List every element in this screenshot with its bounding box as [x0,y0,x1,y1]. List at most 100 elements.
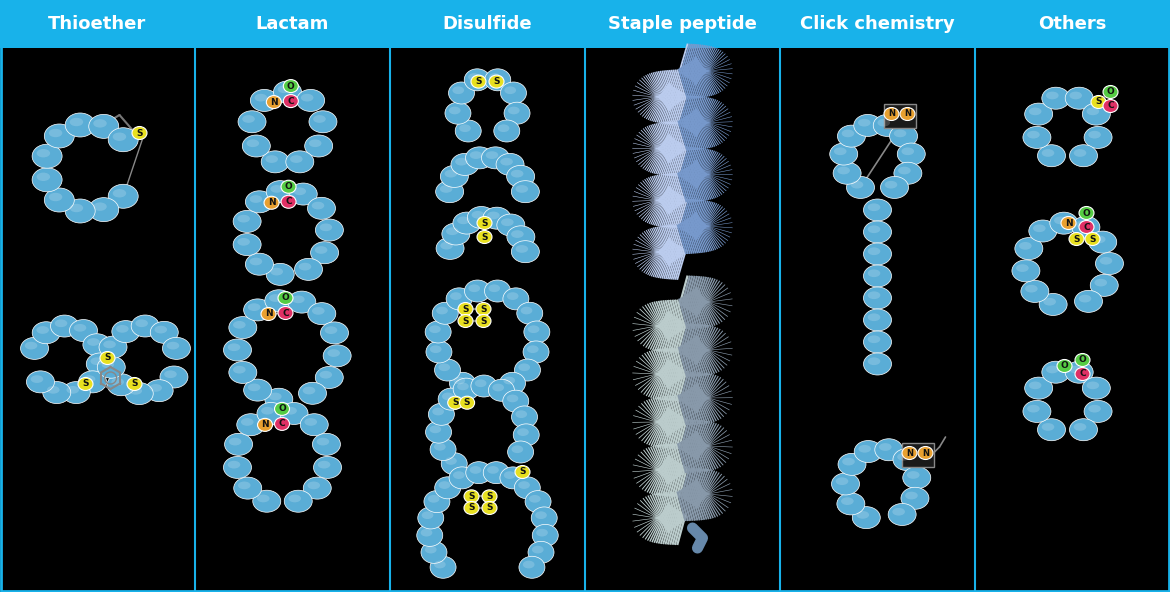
Ellipse shape [248,303,261,311]
Ellipse shape [464,280,490,302]
Text: S: S [481,218,488,227]
Ellipse shape [1027,405,1040,413]
Ellipse shape [516,245,528,253]
Ellipse shape [1054,217,1067,224]
Ellipse shape [223,339,252,361]
Ellipse shape [449,107,461,114]
Ellipse shape [1023,400,1051,423]
Ellipse shape [833,162,861,184]
Ellipse shape [868,247,880,255]
Ellipse shape [468,73,480,81]
Ellipse shape [1093,236,1106,243]
Ellipse shape [1069,144,1097,167]
Ellipse shape [511,406,537,428]
Ellipse shape [536,529,548,536]
Ellipse shape [1038,144,1066,167]
Ellipse shape [154,326,167,333]
Ellipse shape [1025,103,1053,125]
Ellipse shape [523,341,549,363]
Ellipse shape [99,352,115,365]
Ellipse shape [78,371,106,393]
Ellipse shape [236,414,264,436]
Text: S: S [462,317,469,326]
Ellipse shape [847,176,874,198]
Ellipse shape [482,501,497,514]
Text: S: S [487,503,493,513]
Ellipse shape [285,151,314,173]
Ellipse shape [294,188,307,195]
Ellipse shape [496,153,524,175]
Ellipse shape [838,167,849,175]
Ellipse shape [164,371,177,378]
Ellipse shape [1033,224,1046,232]
Ellipse shape [856,511,869,519]
Text: C: C [1107,101,1114,111]
Ellipse shape [487,466,498,474]
Ellipse shape [838,125,866,147]
Ellipse shape [238,481,250,489]
Ellipse shape [900,108,915,121]
Ellipse shape [1103,99,1119,112]
Text: N: N [922,449,929,458]
Ellipse shape [453,86,464,94]
Ellipse shape [897,143,925,165]
Ellipse shape [519,556,545,578]
Text: N: N [904,110,911,118]
Ellipse shape [501,158,512,166]
Ellipse shape [312,433,340,455]
Ellipse shape [1028,108,1041,115]
Ellipse shape [1074,290,1102,313]
Ellipse shape [284,407,297,414]
Ellipse shape [274,81,302,103]
Ellipse shape [102,361,113,368]
Text: O: O [282,294,289,303]
Ellipse shape [535,511,546,519]
Ellipse shape [457,303,473,316]
Text: N: N [888,110,895,118]
Ellipse shape [90,358,103,365]
Ellipse shape [229,437,241,445]
Ellipse shape [897,453,910,461]
Ellipse shape [511,241,539,263]
Text: S: S [480,304,487,314]
Ellipse shape [1065,361,1093,383]
Ellipse shape [32,168,62,192]
Ellipse shape [482,490,497,503]
Ellipse shape [309,111,337,133]
Ellipse shape [44,124,75,148]
Ellipse shape [257,495,269,503]
Ellipse shape [868,313,880,321]
Ellipse shape [528,541,555,564]
Ellipse shape [1025,377,1053,399]
Ellipse shape [435,181,463,202]
Ellipse shape [434,443,446,451]
Ellipse shape [249,195,262,203]
Ellipse shape [267,263,294,285]
Ellipse shape [503,377,515,384]
Ellipse shape [503,288,529,310]
Ellipse shape [49,193,62,201]
Ellipse shape [261,407,274,414]
Ellipse shape [242,135,270,157]
Ellipse shape [1095,253,1123,275]
Ellipse shape [247,139,259,147]
Ellipse shape [66,113,95,137]
Ellipse shape [130,387,142,395]
Ellipse shape [298,263,311,271]
Ellipse shape [223,456,252,478]
Ellipse shape [486,151,498,159]
Ellipse shape [50,315,78,337]
Ellipse shape [421,511,433,519]
Text: S: S [481,233,488,242]
Ellipse shape [246,253,274,275]
Text: S: S [487,492,493,501]
Ellipse shape [524,321,550,343]
Ellipse shape [257,403,285,424]
Ellipse shape [112,189,126,198]
Ellipse shape [440,242,453,249]
Ellipse shape [435,477,461,499]
Text: C: C [278,419,285,429]
Ellipse shape [1041,423,1054,431]
FancyBboxPatch shape [195,0,390,48]
Ellipse shape [1019,242,1032,250]
